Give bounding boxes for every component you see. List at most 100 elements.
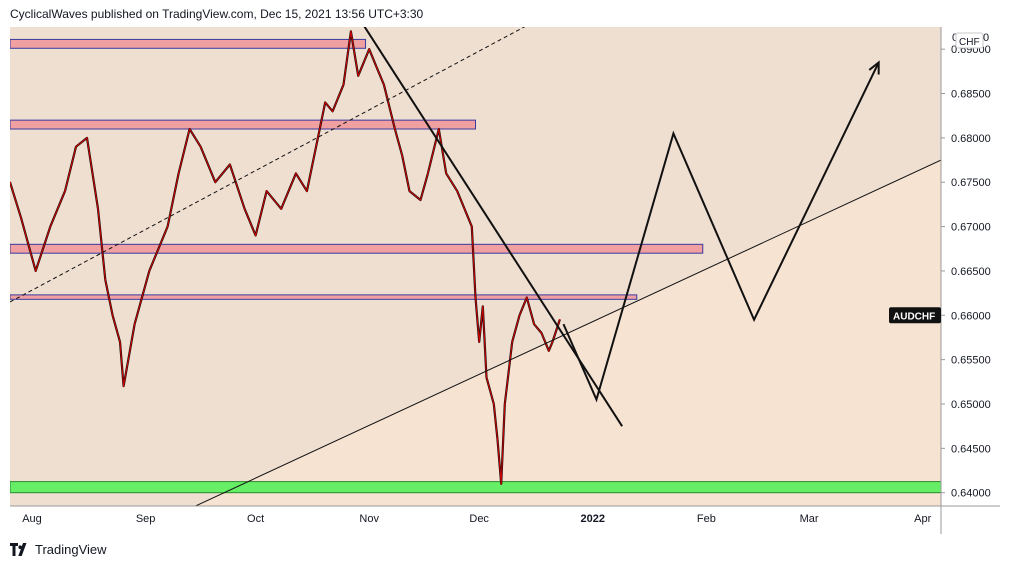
projection-arrowhead [868, 60, 880, 75]
price-point-8 [104, 279, 107, 281]
price-point-54 [518, 314, 521, 317]
channel-shading [10, 27, 941, 506]
price-point-37 [408, 190, 411, 192]
price-point-55 [526, 296, 528, 299]
price-point-47 [482, 305, 484, 308]
price-point-9 [111, 314, 114, 317]
price-point-31 [357, 74, 360, 77]
price-point-42 [456, 190, 458, 192]
price-point-12 [133, 323, 136, 325]
price-point-25 [306, 190, 308, 192]
price-point-35 [394, 128, 396, 130]
price-point-59 [551, 341, 554, 343]
price-point-27 [324, 101, 327, 104]
price-point-24 [295, 172, 297, 175]
price-point-19 [229, 163, 231, 166]
y-tick-label-5: 0.66500 [951, 266, 991, 278]
y-tick-label-0: 0.64000 [951, 488, 991, 500]
price-point-52 [504, 403, 506, 405]
price-point-53 [511, 341, 513, 343]
price-point-16 [188, 128, 191, 130]
price-point-22 [265, 190, 268, 192]
price-point-58 [548, 349, 550, 352]
plot-area[interactable] [9, 0, 941, 568]
x-tick-label-5: 2022 [581, 513, 605, 525]
price-point-32 [368, 48, 371, 50]
axes: 0.64000 0.64500 0.65000 0.65500 0.66000 0.665… [10, 27, 1000, 534]
price-point-17 [199, 145, 202, 148]
price-point-56 [533, 323, 535, 325]
price-point-45 [474, 296, 477, 299]
x-tick-label-4: Dec [469, 513, 489, 525]
horizontal-zone-4[interactable] [10, 294, 638, 300]
price-point-26 [317, 137, 319, 139]
x-tick-label-3: Nov [359, 513, 379, 525]
price-point-34 [383, 83, 385, 86]
price-point-46 [478, 341, 480, 343]
price-point-18 [214, 181, 217, 184]
x-tick-label-2: Oct [247, 513, 264, 525]
price-point-38 [419, 199, 422, 201]
currency-badge[interactable] [955, 32, 984, 49]
price-point-50 [496, 438, 499, 441]
y-tick-label-6: 0.67000 [951, 222, 991, 234]
x-tick-label-0: Aug [22, 513, 42, 525]
symbol-label: AUDCHF [893, 311, 935, 322]
price-point-11 [122, 385, 125, 388]
price-axis-top-suffix: 0 [983, 32, 989, 44]
price-point-21 [254, 234, 257, 237]
y-tick-label-9: 0.68500 [951, 89, 991, 101]
y-tick-label-2: 0.65000 [951, 399, 991, 411]
price-point-44 [471, 225, 473, 228]
price-point-60 [559, 318, 561, 321]
rising-channel-bottom[interactable] [186, 159, 941, 510]
price-point-5 [75, 145, 77, 148]
publisher-header: CyclicalWaves published on TradingView.c… [10, 7, 424, 21]
currency-label: CHF [959, 37, 980, 48]
price-point-0 [10, 181, 11, 184]
price-point-6 [86, 137, 88, 139]
price-point-28 [331, 110, 334, 113]
symbol-badge[interactable] [889, 307, 941, 324]
price-point-49 [493, 403, 495, 405]
horizontal-zone-5[interactable] [10, 481, 941, 494]
horizontal-zone-1[interactable] [10, 38, 367, 49]
price-point-13 [148, 270, 151, 272]
y-tick-label-8: 0.68000 [951, 133, 991, 145]
x-tick-label-8: Apr [914, 513, 931, 525]
footer: TradingView [10, 542, 107, 557]
price-point-48 [485, 376, 488, 379]
price-point-1 [20, 216, 22, 219]
price-point-40 [438, 128, 440, 130]
price-point-41 [445, 172, 447, 175]
y-tick-label-1: 0.64500 [951, 443, 991, 455]
price-point-4 [64, 190, 66, 192]
price-axis-top-label: 0 [952, 32, 958, 44]
price-point-57 [540, 332, 543, 334]
footer-brand: TradingView [35, 542, 107, 557]
x-tick-label-7: Mar [800, 513, 819, 525]
horizontal-zone-2[interactable] [10, 119, 476, 130]
price-point-7 [97, 208, 99, 210]
price-point-23 [280, 208, 283, 210]
y-tick-label-3: 0.65500 [951, 355, 991, 367]
price-point-36 [401, 154, 403, 157]
x-tick-label-1: Sep [136, 513, 156, 525]
y-tick-label-4: 0.66000 [951, 310, 991, 322]
horizontal-zone-3[interactable] [10, 243, 704, 254]
price-point-33 [375, 66, 378, 68]
price-point-20 [243, 208, 246, 210]
price-point-29 [342, 83, 345, 86]
projection-path[interactable] [562, 62, 880, 403]
price-point-43 [463, 208, 466, 210]
price-point-2 [34, 270, 37, 272]
top-left-line[interactable] [10, 0, 98, 18]
price-point-39 [427, 172, 429, 175]
y-tick-label-7: 0.67500 [951, 177, 991, 189]
price-point-51 [500, 483, 502, 485]
price-point-10 [119, 341, 121, 343]
price-point-14 [166, 225, 169, 228]
price-point-30 [350, 30, 352, 33]
price-point-15 [177, 172, 180, 175]
